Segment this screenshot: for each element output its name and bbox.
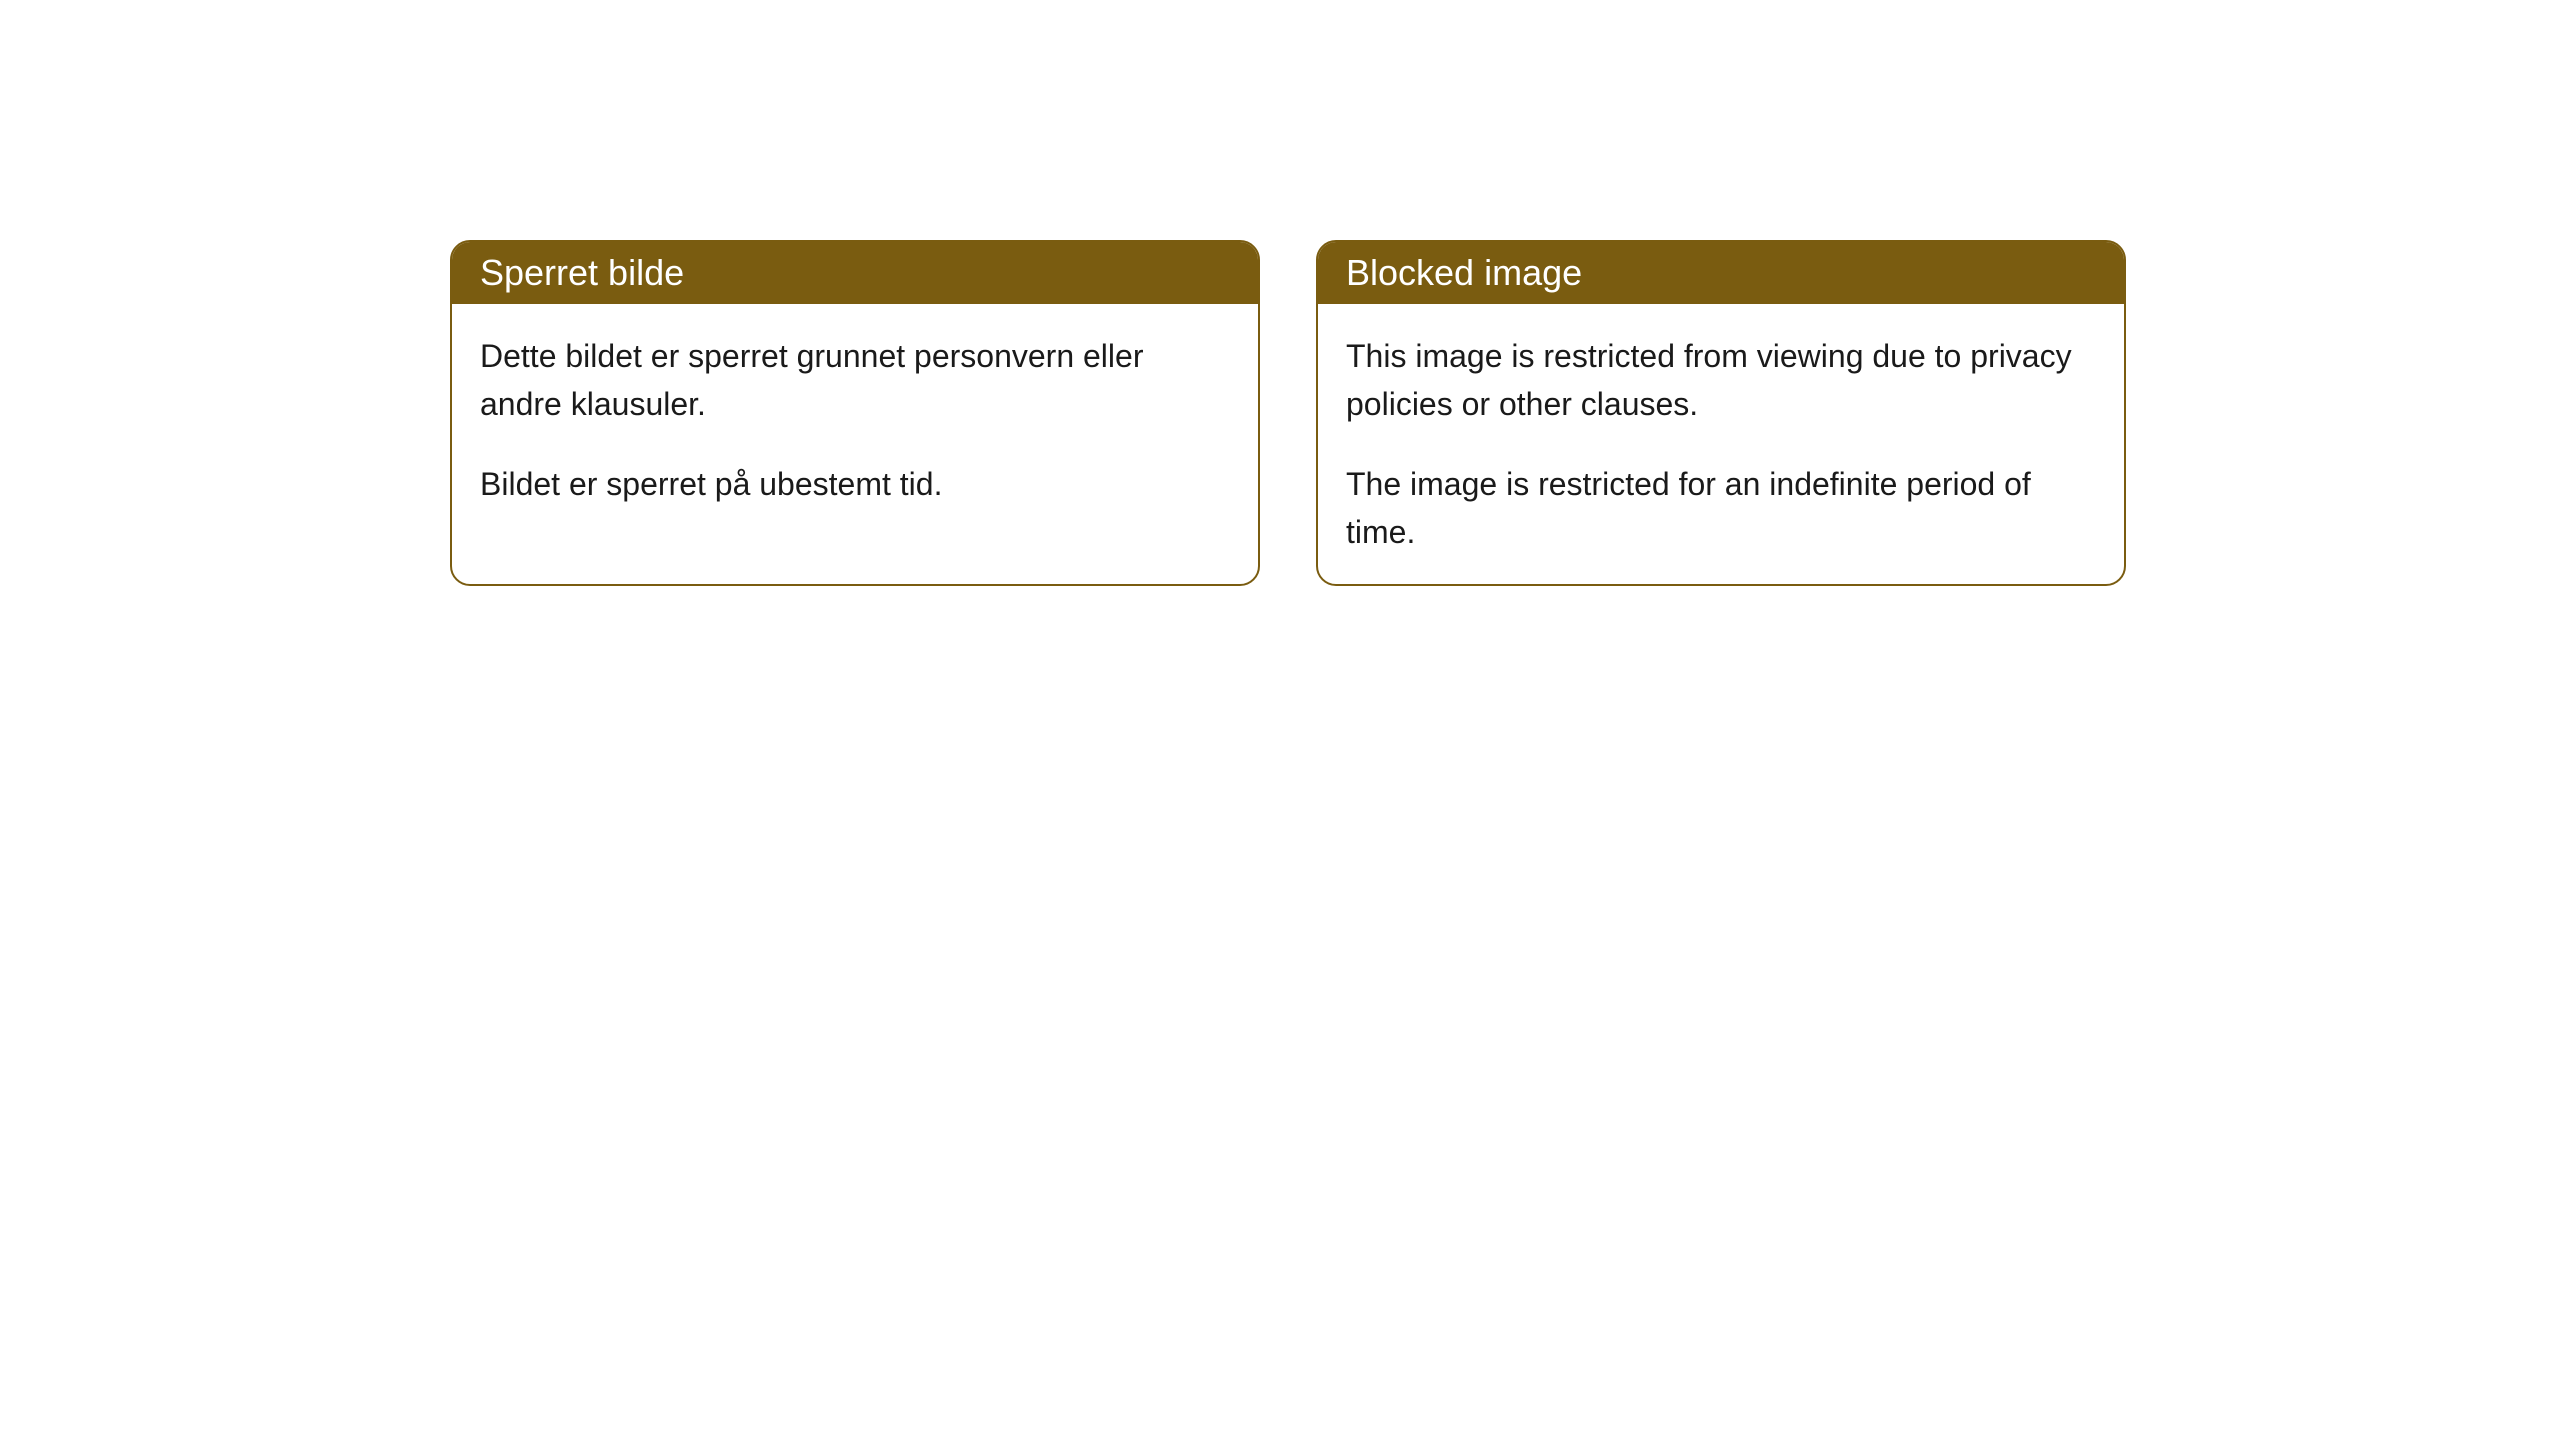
card-paragraph: Dette bildet er sperret grunnet personve…: [480, 332, 1230, 428]
card-paragraph: This image is restricted from viewing du…: [1346, 332, 2096, 428]
card-body-norwegian: Dette bildet er sperret grunnet personve…: [452, 304, 1258, 536]
card-paragraph: Bildet er sperret på ubestemt tid.: [480, 460, 1230, 508]
card-title: Blocked image: [1346, 252, 1582, 293]
notice-card-english: Blocked image This image is restricted f…: [1316, 240, 2126, 586]
card-body-english: This image is restricted from viewing du…: [1318, 304, 2124, 584]
card-title: Sperret bilde: [480, 252, 684, 293]
card-header-english: Blocked image: [1318, 242, 2124, 304]
card-paragraph: The image is restricted for an indefinit…: [1346, 460, 2096, 556]
notice-cards-container: Sperret bilde Dette bildet er sperret gr…: [450, 240, 2126, 586]
notice-card-norwegian: Sperret bilde Dette bildet er sperret gr…: [450, 240, 1260, 586]
card-header-norwegian: Sperret bilde: [452, 242, 1258, 304]
